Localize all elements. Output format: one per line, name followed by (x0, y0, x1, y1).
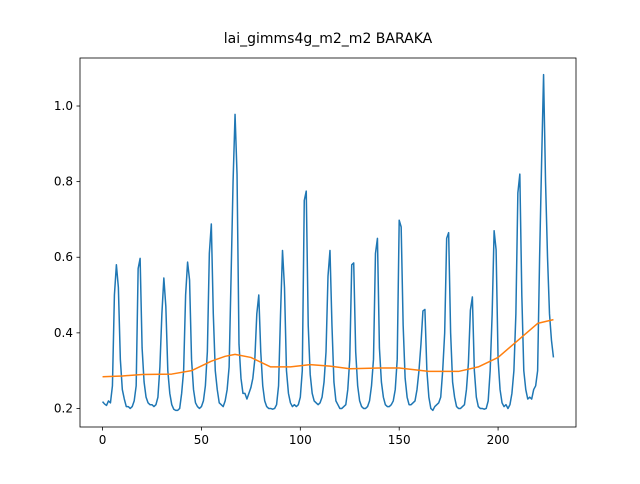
y-tick-label: 1.0 (54, 99, 73, 113)
x-tick-label: 150 (388, 433, 411, 447)
y-tick-label: 0.8 (54, 175, 73, 189)
x-tick-label: 200 (487, 433, 510, 447)
x-tick-label: 50 (194, 433, 209, 447)
x-tick-label: 100 (289, 433, 312, 447)
plot-area (101, 73, 555, 412)
y-tick-label: 0.2 (54, 401, 73, 415)
data-line (102, 318, 554, 378)
y-tick-label: 0.4 (54, 326, 73, 340)
y-tick-label: 0.6 (54, 250, 73, 264)
data-line (101, 73, 555, 412)
x-tick-label: 0 (99, 433, 107, 447)
axes-frame (79, 57, 577, 428)
chart-title: lai_gimms4g_m2_m2 BARAKA (224, 31, 433, 47)
